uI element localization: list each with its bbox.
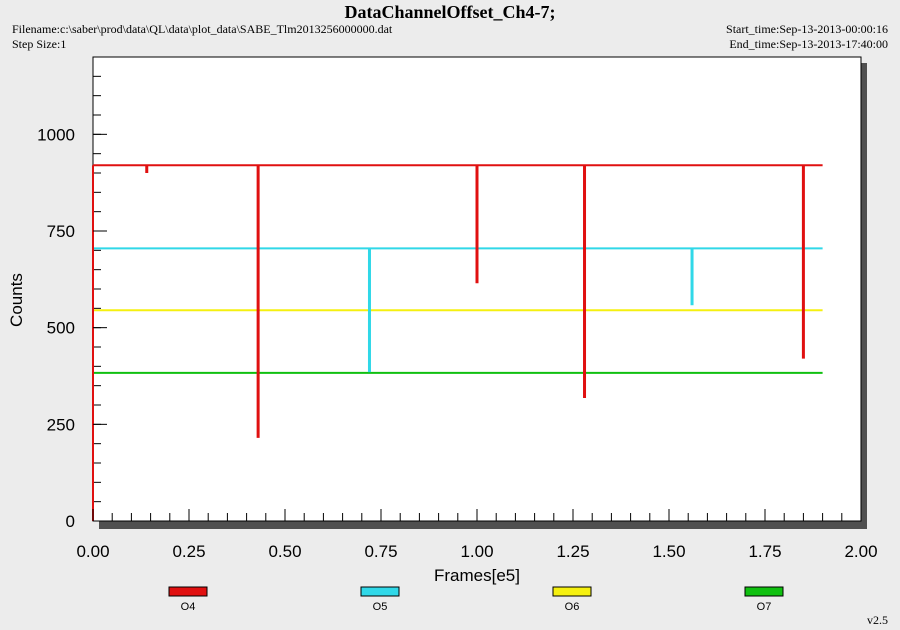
chart-title: DataChannelOffset_Ch4-7; xyxy=(344,2,556,22)
series-o4 xyxy=(92,164,823,521)
x-tick-label: 2.00 xyxy=(844,542,877,561)
y-tick-label: 1000 xyxy=(37,125,75,144)
y-tick-label: 250 xyxy=(47,415,75,434)
x-tick-label: 1.25 xyxy=(556,542,589,561)
x-tick-label: 0.50 xyxy=(268,542,301,561)
y-axis-label: Counts xyxy=(7,273,26,327)
start-time-text: Start_time:Sep-13-2013-00:00:16 xyxy=(726,22,888,36)
y-tick-label: 500 xyxy=(47,319,75,338)
legend-label-o4: O4 xyxy=(181,601,196,613)
filename-text: Filename:c:\saber\prod\data\QL\data\plot… xyxy=(12,22,393,36)
version-text: v2.5 xyxy=(867,613,888,627)
legend-label-o6: O6 xyxy=(565,601,580,613)
end-time-text: End_time:Sep-13-2013-17:40:00 xyxy=(729,37,888,51)
legend-swatch-o5 xyxy=(360,586,400,597)
x-tick-label: 1.75 xyxy=(748,542,781,561)
x-tick-label: 1.50 xyxy=(652,542,685,561)
tick-labels: 0.00 0.25 0.50 0.75 1.00 1.25 1.50 1.75 2.00 0 250… xyxy=(37,125,877,561)
legend-swatch-o7 xyxy=(744,586,784,597)
y-tick-label: 0 xyxy=(66,512,75,531)
x-tick-label: 0.75 xyxy=(364,542,397,561)
x-tick-label: 0.25 xyxy=(172,542,205,561)
series-layer xyxy=(92,164,823,521)
x-tick-label: 1.00 xyxy=(460,542,493,561)
x-tick-label: 0.00 xyxy=(76,542,109,561)
step-size-text: Step Size:1 xyxy=(12,37,67,51)
legend-swatch-o4 xyxy=(168,586,208,597)
x-axis-label: Frames[e5] xyxy=(434,566,520,585)
legend-swatch-o6 xyxy=(552,586,592,597)
legend-label-o5: O5 xyxy=(373,601,388,613)
y-tick-label: 750 xyxy=(47,222,75,241)
legend-label-o7: O7 xyxy=(757,601,772,613)
legend: O4 O5 O6 O7 xyxy=(168,586,784,613)
plot-area xyxy=(92,56,862,522)
